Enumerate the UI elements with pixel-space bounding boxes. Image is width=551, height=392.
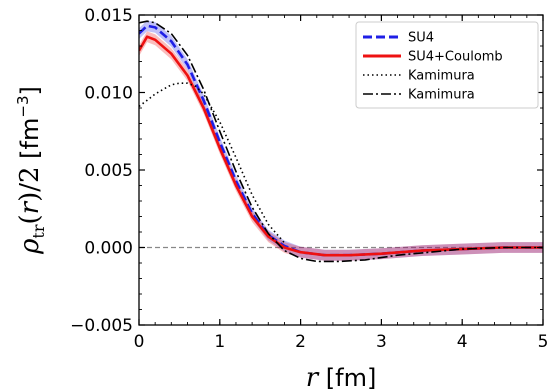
y-tick-label: 0.000 [84,239,133,259]
x-axis-label: r [fm] [306,363,377,392]
y-tick-label: 0.010 [84,84,133,104]
x-tick-label: 4 [457,332,468,352]
legend-label-1: SU4+Coulomb [408,50,503,65]
x-tick-label: 2 [295,332,306,352]
y-axis-label: ρtr(r)/2 [fm−3] [14,86,48,255]
series-line-3 [139,20,543,263]
x-tick-label: 5 [538,332,549,352]
y-tick-label: −0.005 [70,316,133,336]
legend-label-0: SU4 [408,31,434,46]
series-line-2 [139,82,286,244]
legend-box [355,21,539,109]
x-tick-label: 3 [376,332,387,352]
series-line-1 [139,35,543,257]
x-tick-label: 0 [134,332,145,352]
legend-label-3: Kamimura [408,88,475,103]
legend: SU4 SU4+Coulomb Kamimura Kamimura [355,21,539,109]
y-tick-label: 0.005 [84,161,133,181]
y-tick-label: 0.015 [84,6,133,26]
x-tick-label: 1 [214,332,225,352]
legend-label-2: Kamimura [408,69,475,84]
